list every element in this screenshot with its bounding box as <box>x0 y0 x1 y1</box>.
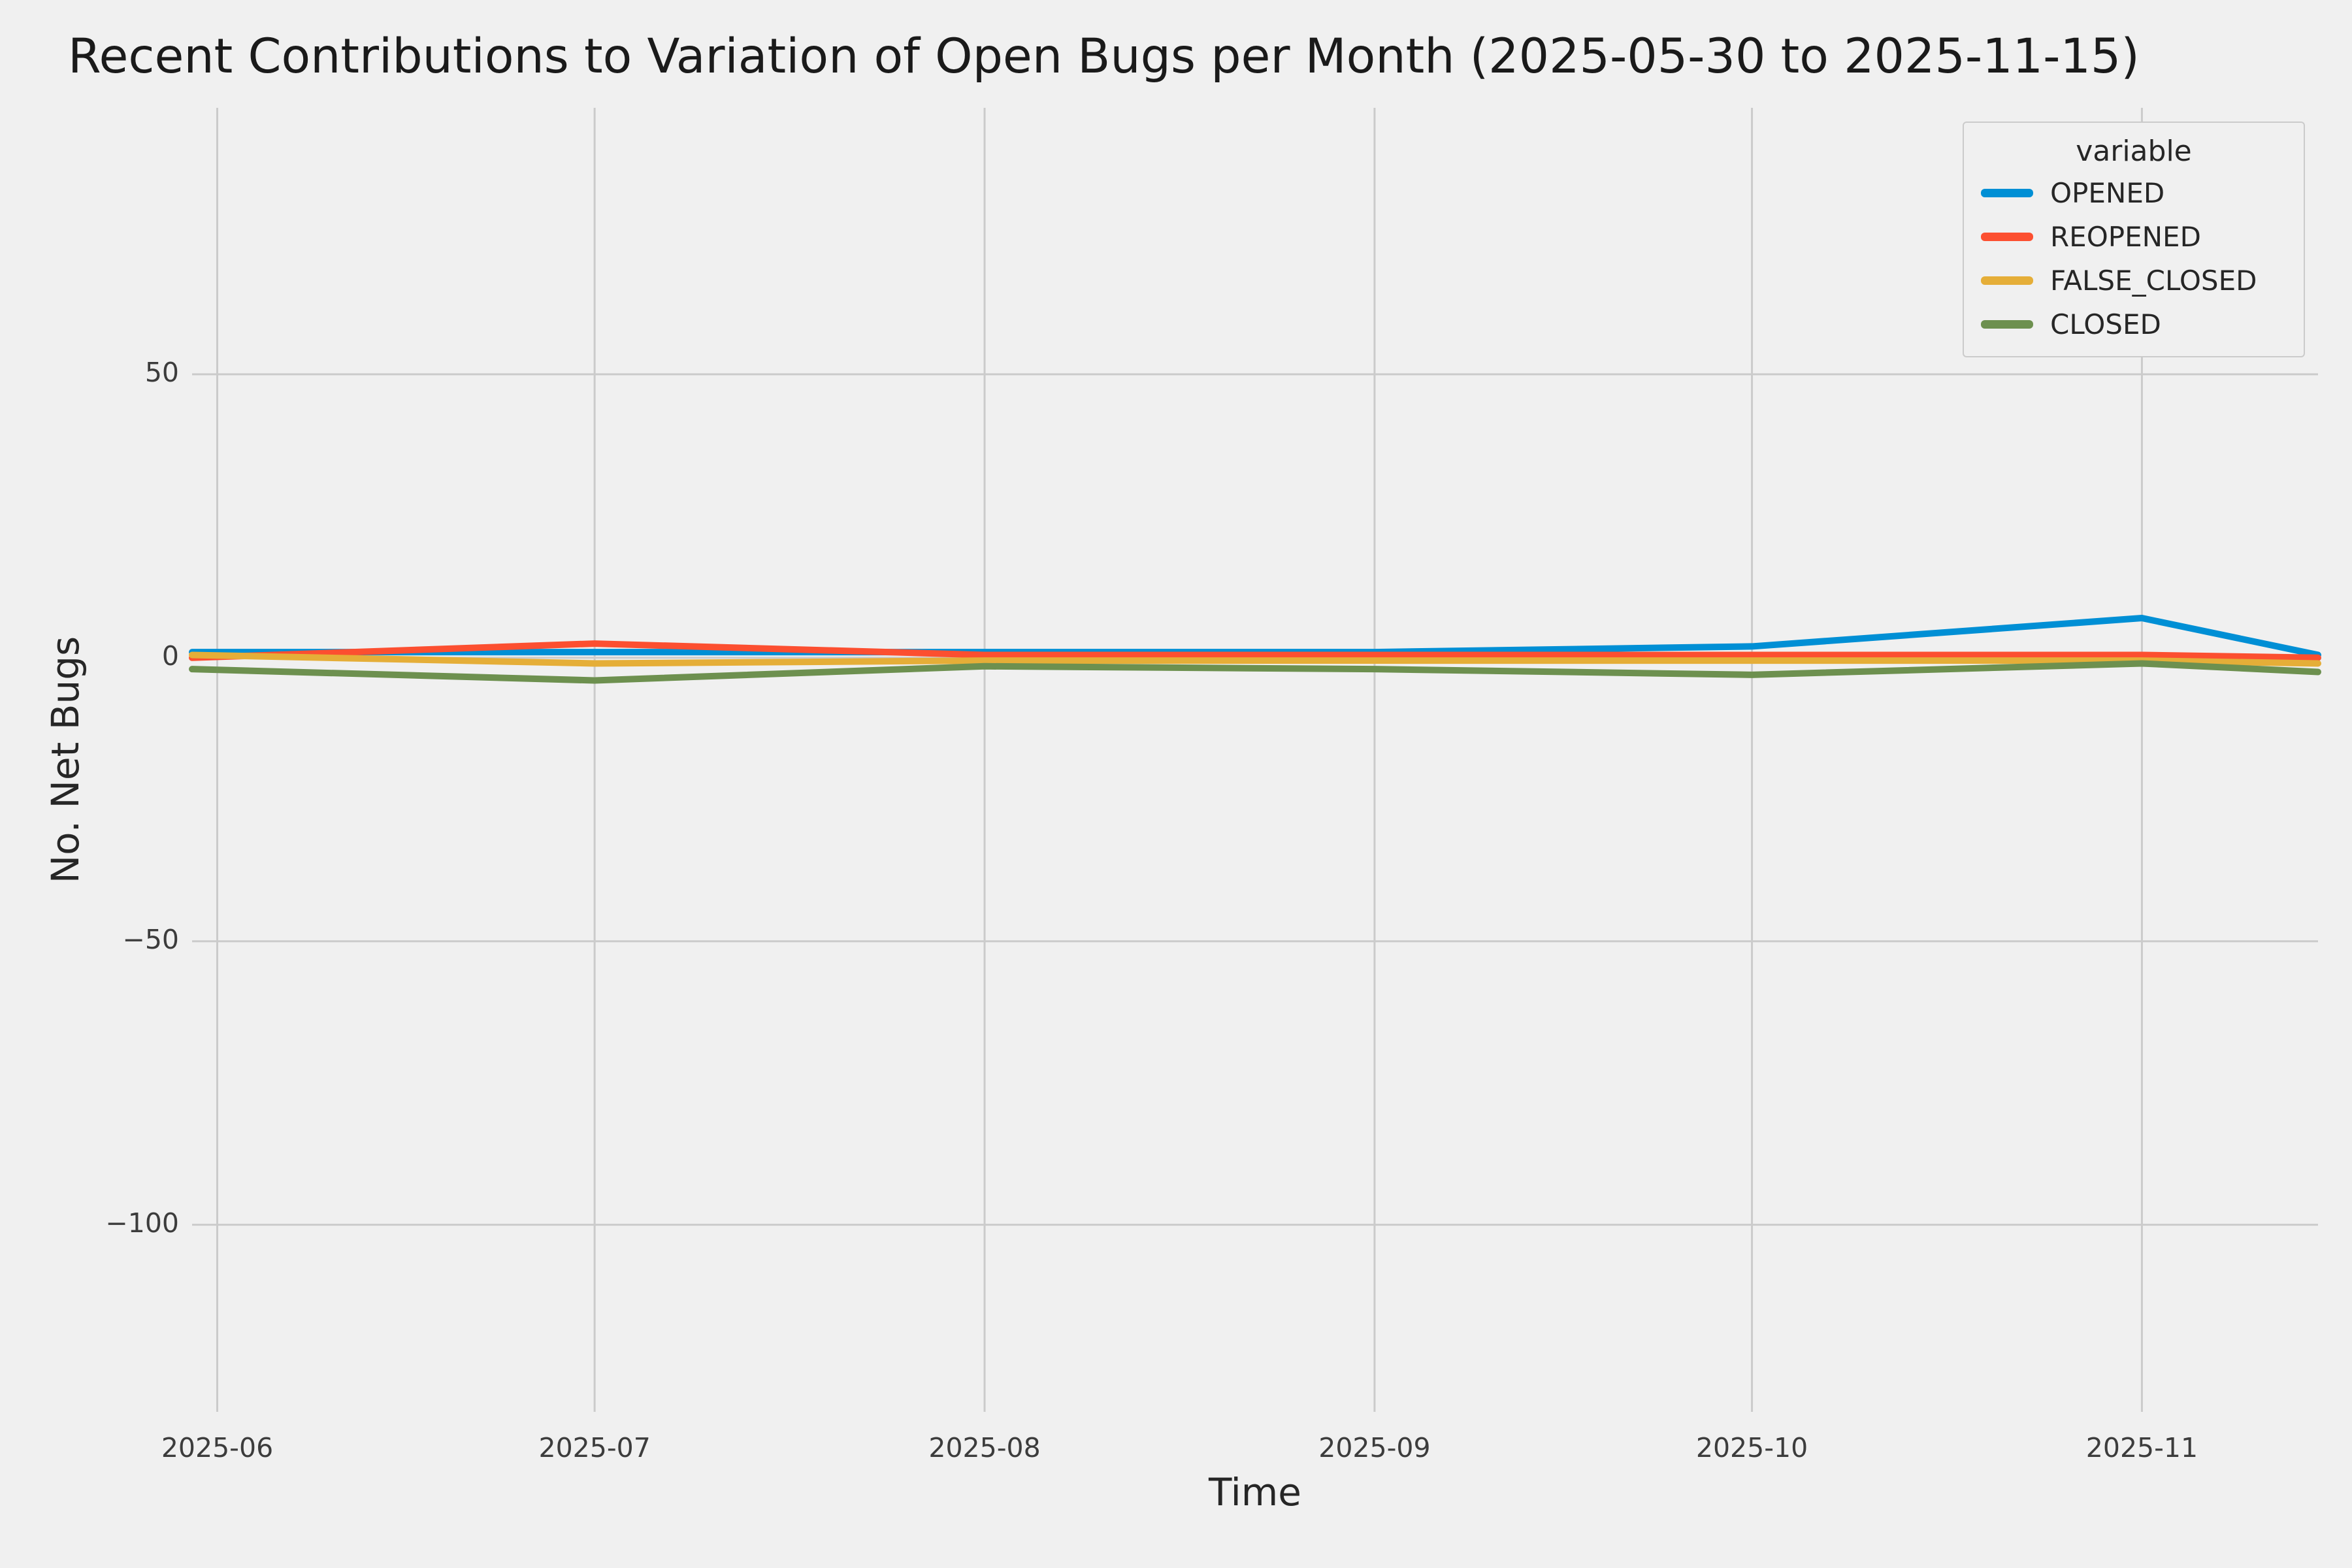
legend-item: FALSE_CLOSED <box>1981 265 2287 297</box>
y-tick-label: 50 <box>144 356 179 388</box>
legend-label: FALSE_CLOSED <box>2050 265 2257 297</box>
legend-item: CLOSED <box>1981 308 2287 340</box>
chart-title: Recent Contributions to Variation of Ope… <box>68 29 2140 84</box>
y-axis-label: No. Net Bugs <box>43 636 88 884</box>
x-tick-label: 2025-09 <box>1318 1432 1431 1463</box>
legend: variable OPENED REOPENED FALSE_CLOSED CLOSE… <box>1963 122 2305 357</box>
legend-item: REOPENED <box>1981 221 2287 253</box>
series-line-CLOSED <box>189 660 2321 684</box>
x-tick-label: 2025-11 <box>2085 1432 2198 1463</box>
legend-label: CLOSED <box>2050 308 2161 340</box>
legend-item: OPENED <box>1981 177 2287 209</box>
legend-label: OPENED <box>2050 177 2165 209</box>
y-tick-label: 0 <box>161 640 179 672</box>
x-tick-label: 2025-06 <box>161 1432 274 1463</box>
x-tick-label: 2025-10 <box>1695 1432 1808 1463</box>
y-tick-label: −50 <box>122 923 179 955</box>
legend-swatch-icon <box>1981 233 2033 241</box>
legend-swatch-icon <box>1981 320 2033 329</box>
legend-items: OPENED REOPENED FALSE_CLOSED CLOSED <box>1981 177 2287 340</box>
legend-title: variable <box>2076 135 2192 168</box>
legend-swatch-icon <box>1981 189 2033 197</box>
legend-label: REOPENED <box>2050 221 2201 253</box>
y-tick-label: −100 <box>105 1207 179 1239</box>
x-axis-label: Time <box>1209 1470 1301 1514</box>
legend-swatch-icon <box>1981 276 2033 285</box>
x-tick-label: 2025-07 <box>538 1432 651 1463</box>
series-line-REOPENED <box>189 640 2321 661</box>
x-tick-label: 2025-08 <box>928 1432 1041 1463</box>
